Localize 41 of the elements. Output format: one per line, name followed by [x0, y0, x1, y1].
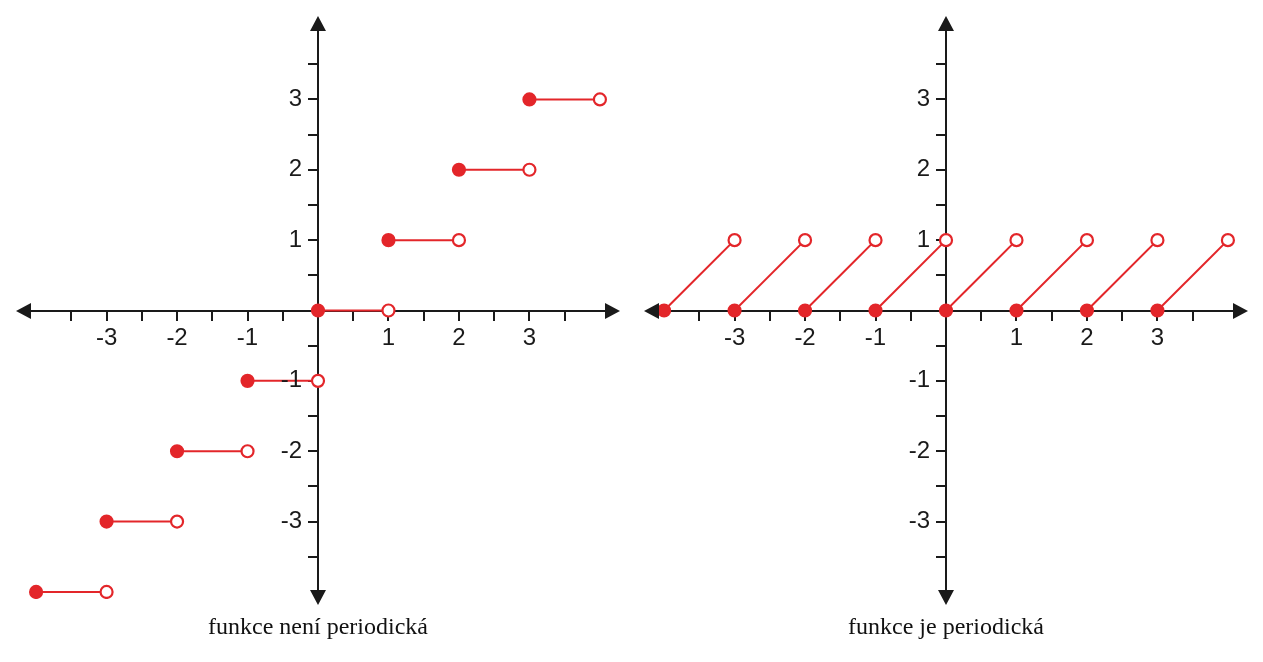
y-tick-label: 3 — [288, 84, 302, 112]
y-tick-label: -1 — [908, 365, 930, 393]
x-tick-label: 2 — [1080, 322, 1094, 350]
point — [522, 92, 537, 107]
x-tick-label: 3 — [522, 322, 537, 350]
point — [169, 514, 185, 529]
point — [310, 303, 326, 318]
point — [451, 162, 467, 177]
y-tick-label: -2 — [908, 435, 930, 463]
x-tick-label: -2 — [166, 322, 188, 350]
point — [451, 233, 467, 248]
point — [592, 92, 608, 107]
point — [522, 162, 537, 177]
point — [381, 233, 396, 248]
y-tick-label: 2 — [288, 154, 302, 182]
x-tick-label: 3 — [1150, 322, 1165, 350]
point — [310, 373, 326, 388]
point — [29, 584, 44, 599]
x-tick-label: -1 — [864, 322, 887, 350]
y-tick-label: 2 — [916, 154, 930, 182]
x-tick-label: 1 — [1009, 322, 1024, 350]
x-tick-label: -2 — [794, 322, 816, 350]
x-tick-label: 2 — [452, 322, 466, 350]
x-tick-label: -1 — [236, 322, 259, 350]
y-tick-label: -2 — [280, 435, 302, 463]
y-tick-label: 1 — [288, 224, 302, 252]
point — [381, 303, 396, 318]
point — [169, 444, 185, 459]
y-tick-label: -3 — [908, 506, 930, 534]
y-tick-label: -3 — [280, 506, 302, 534]
y-tick-label: 3 — [916, 84, 930, 112]
point — [99, 514, 114, 529]
text: funkce je periodická — [848, 613, 1044, 640]
x-tick-label: 1 — [381, 322, 396, 350]
point — [99, 584, 114, 599]
point — [240, 373, 255, 388]
text: funkce není periodická — [208, 613, 428, 640]
x-tick-label: -3 — [723, 322, 746, 350]
y-tick-label: 1 — [916, 224, 930, 252]
point — [240, 444, 255, 459]
x-tick-label: -3 — [95, 322, 118, 350]
